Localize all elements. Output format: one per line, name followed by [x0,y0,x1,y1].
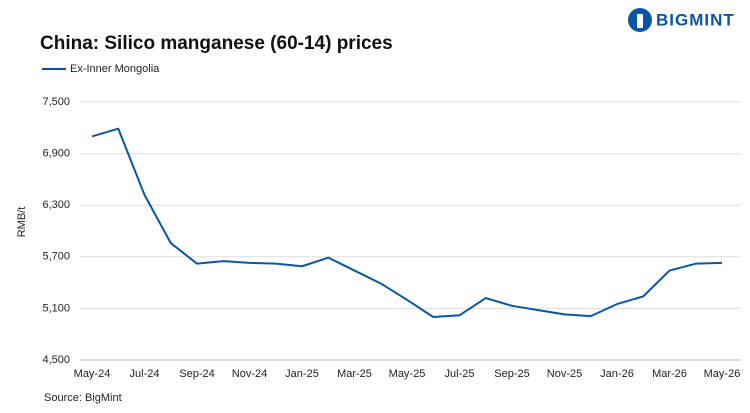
logo-icon-mark [637,14,643,28]
source: Source: BigMint [44,392,122,404]
y-tick-label: 5,100 [42,302,70,314]
x-tick-label: Sep-24 [179,368,214,380]
line [91,127,723,318]
y-tick-label: 6,900 [42,148,70,160]
logo: BIGMINT [628,8,735,32]
x-tick-label: May-24 [74,368,111,380]
brand: BIGMINT [656,10,735,29]
x-tick-label: Jul-24 [130,368,160,380]
y-tick-label: 5,700 [42,251,70,263]
x-tick-label: Nov-25 [547,368,582,380]
x-tick-label: May-26 [704,368,741,380]
x-tick-label: Jul-25 [445,368,475,380]
chart-title: China: Silico manganese (60-14) prices [40,33,393,54]
y-tick-label: 6,300 [42,199,70,211]
y-tick-label: 4,500 [42,354,70,366]
x-tick-label: Sep-25 [494,368,529,380]
legend-label: Ex-Inner Mongolia [70,63,160,75]
x-tick-label: May-25 [389,368,426,380]
x-tick-label: Jan-25 [285,368,319,380]
x-tick-label: Mar-26 [652,368,687,380]
y-axis-label: RMB/t [16,207,28,238]
x-tick-label: Nov-24 [232,368,267,380]
x-tick-label: Mar-25 [337,368,372,380]
x-tick-label: Jan-26 [600,368,634,380]
y-tick-label: 7,500 [42,96,70,108]
